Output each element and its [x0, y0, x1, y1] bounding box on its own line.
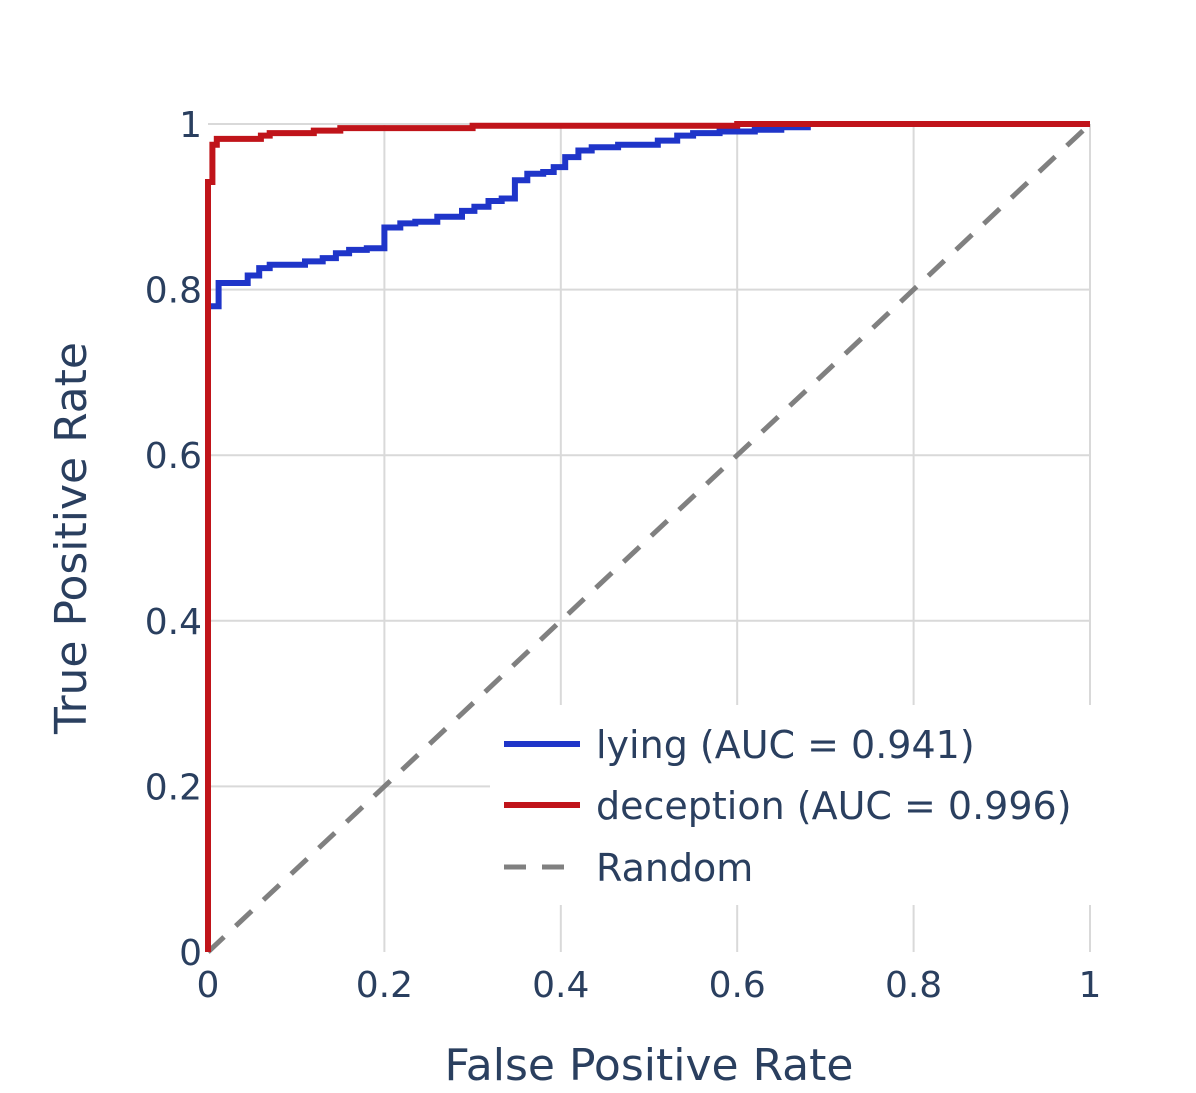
legend-background: [490, 705, 1120, 905]
legend-label-deception: deception (AUC = 0.996): [596, 784, 1072, 828]
series-line-deception: [205, 121, 1090, 952]
x-tick-label: 0: [197, 965, 220, 1006]
y-tick-label: 0.2: [145, 767, 202, 808]
x-tick-label: 0.2: [356, 965, 413, 1006]
series-layer: [205, 121, 1092, 954]
x-tick-label: 0.4: [532, 965, 589, 1006]
x-axis-title: False Positive Rate: [445, 1040, 854, 1091]
x-tick-label: 1: [1079, 965, 1102, 1006]
legend: lying (AUC = 0.941) deception (AUC = 0.9…: [490, 705, 1120, 905]
x-tick-label: 0.8: [885, 965, 942, 1006]
legend-label-lying: lying (AUC = 0.941): [596, 723, 975, 767]
y-tick-label: 0.4: [145, 602, 202, 643]
x-tick-label: 0.6: [709, 965, 766, 1006]
y-tick-label: 0.8: [145, 271, 202, 312]
series-line-random: [206, 122, 1092, 954]
y-tick-label: 1: [179, 105, 202, 146]
legend-label-random: Random: [596, 846, 753, 890]
tick-labels: 0 0.2 0.4 0.6 0.8 1 0 0.2 0.4 0.6 0.8 1: [145, 105, 1102, 1006]
y-tick-label: 0.6: [145, 436, 202, 477]
y-tick-label: 0: [179, 933, 202, 974]
y-axis-title: True Positive Rate: [46, 342, 97, 735]
series-line-lying: [205, 121, 1090, 952]
